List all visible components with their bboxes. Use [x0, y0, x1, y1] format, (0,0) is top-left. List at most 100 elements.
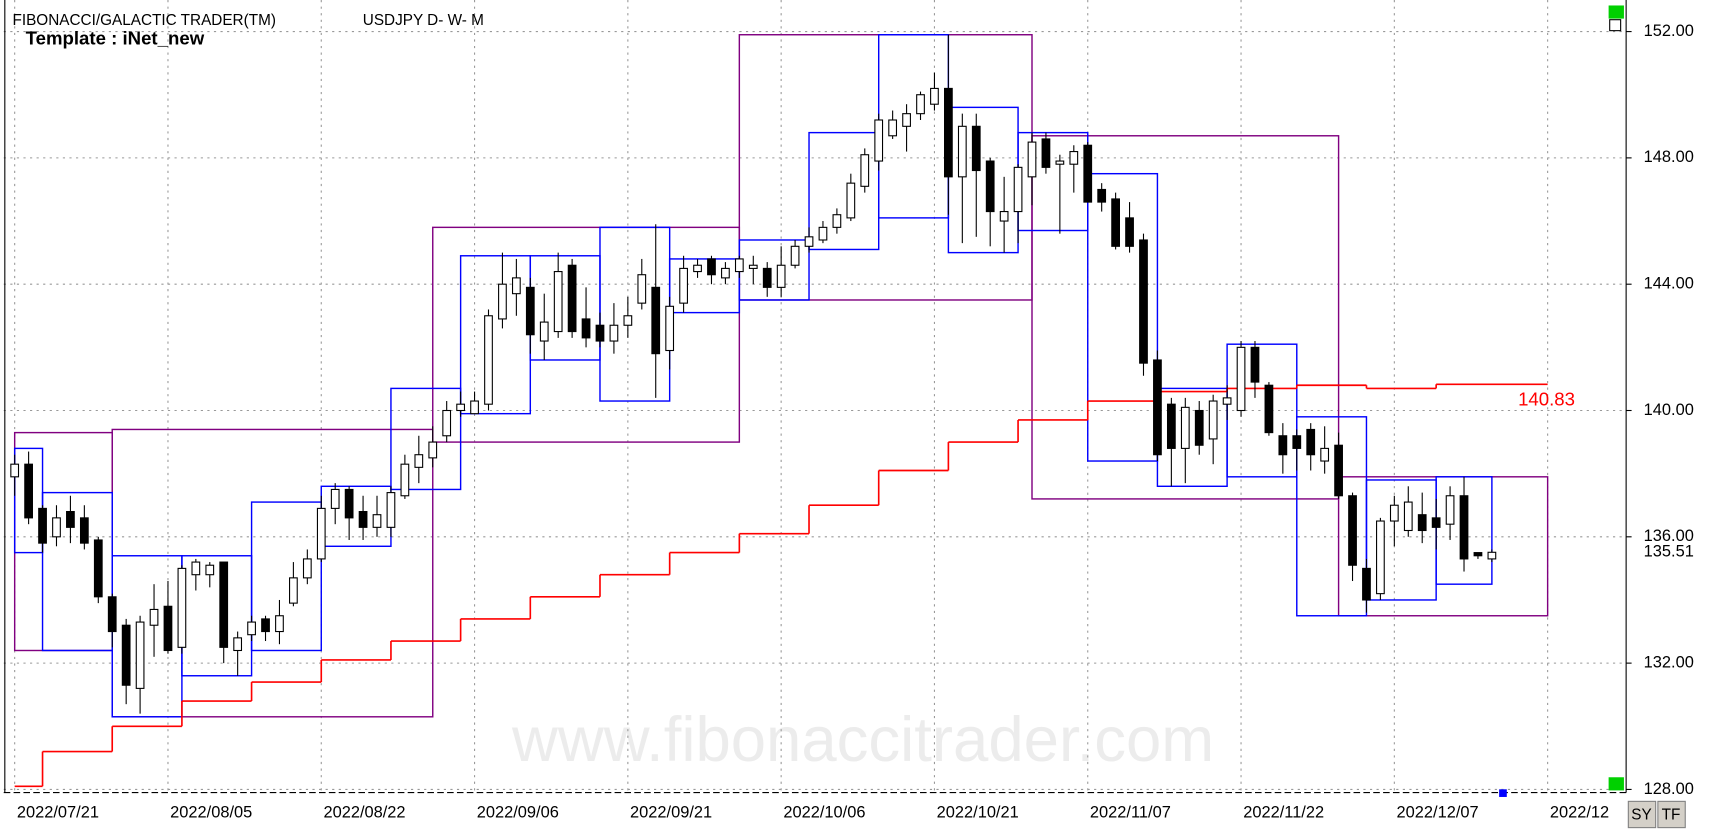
- candle-body: [1083, 144, 1093, 203]
- candle-body: [1445, 495, 1455, 525]
- candle-body: [261, 618, 270, 633]
- candle-body: [1334, 444, 1343, 497]
- watermark: www.fibonaccitrader.com: [511, 705, 1214, 775]
- candle-body: [581, 318, 591, 339]
- candle-body: [414, 454, 424, 468]
- candle-body: [902, 113, 911, 127]
- candle-body: [121, 624, 131, 686]
- candle-body: [428, 441, 438, 459]
- candle-body: [233, 637, 243, 652]
- candle-body: [874, 119, 884, 162]
- corner-marker: [1608, 5, 1624, 19]
- candle-body: [832, 214, 842, 228]
- candle-body: [818, 226, 828, 241]
- candle-body: [1362, 567, 1371, 601]
- candle-body: [944, 87, 953, 178]
- x-tick-label: 2022/12: [1550, 804, 1609, 822]
- candle-body: [1473, 552, 1483, 557]
- monthly-box: [432, 226, 741, 443]
- candle-body: [10, 463, 20, 478]
- app-title: FIBONACCI/GALACTIC TRADER(TM): [12, 12, 275, 29]
- candle-body: [971, 125, 981, 172]
- candle-body: [1180, 406, 1190, 449]
- candle-body: [79, 517, 89, 544]
- x-tick-label: 2022/08/22: [323, 804, 405, 822]
- candle-body: [107, 596, 117, 633]
- candle-body: [38, 507, 47, 544]
- candle-body: [1250, 346, 1260, 383]
- candle-body: [93, 539, 103, 598]
- x-tick-label: 2022/09/21: [630, 804, 712, 822]
- candle-body: [219, 561, 229, 648]
- candle-body: [275, 615, 284, 633]
- tf-button-label[interactable]: TF: [1662, 807, 1681, 824]
- candle-body: [1111, 198, 1120, 247]
- x-tick-label: 2022/09/06: [477, 804, 559, 822]
- candle-body: [860, 154, 870, 187]
- price-label: 135.51: [1644, 543, 1694, 561]
- candle-body: [609, 324, 619, 342]
- y-tick-label: 136.00: [1644, 527, 1694, 545]
- candle-body: [1264, 384, 1274, 434]
- candle-body: [1208, 400, 1218, 440]
- sy-button[interactable]: [1627, 800, 1657, 829]
- candle-body: [1166, 403, 1176, 449]
- candle-body: [1097, 188, 1107, 203]
- candle-body: [66, 511, 75, 528]
- candle-body: [1027, 141, 1037, 178]
- candle-body: [205, 564, 215, 576]
- y-tick-label: 144.00: [1644, 275, 1694, 293]
- candle-body: [386, 492, 396, 528]
- x-tick-label: 2022/10/21: [937, 804, 1019, 822]
- candle-body: [525, 286, 535, 336]
- weekly-box: [1087, 172, 1159, 462]
- candle-body: [149, 608, 159, 626]
- candle-body: [484, 315, 493, 405]
- candle-body: [734, 258, 744, 273]
- corner-marker: [1609, 19, 1622, 32]
- y-tick-label: 128.00: [1644, 780, 1694, 798]
- candle-body: [1236, 346, 1246, 412]
- candle-body: [24, 463, 33, 519]
- candle-body: [790, 245, 800, 266]
- candle-body: [135, 621, 145, 689]
- candle-body: [748, 264, 758, 269]
- candle-body: [637, 274, 647, 304]
- candle-body: [1431, 517, 1441, 528]
- x-tick-label: 2022/07/21: [17, 804, 99, 822]
- candle-body: [400, 463, 410, 497]
- candle-body: [358, 511, 368, 528]
- candle-body: [52, 517, 61, 538]
- template-label: Template : iNet_new: [26, 27, 205, 48]
- candle-body: [762, 267, 772, 288]
- candle-body: [289, 577, 298, 604]
- candle-body: [1459, 495, 1469, 560]
- candle-body: [1389, 504, 1399, 522]
- candle-body: [721, 267, 730, 279]
- candle-body: [595, 324, 605, 342]
- candle-body: [957, 125, 967, 178]
- candle-body: [916, 94, 925, 115]
- y-tick-label: 152.00: [1644, 22, 1694, 40]
- candle-body: [344, 488, 354, 519]
- candle-body: [707, 258, 716, 276]
- candle-body: [776, 264, 786, 288]
- candle-body: [679, 267, 688, 304]
- candle-body: [567, 264, 577, 333]
- tf-button[interactable]: [1657, 800, 1686, 829]
- candle-body: [1139, 239, 1148, 364]
- candle-body: [498, 283, 507, 320]
- candle-body: [163, 605, 173, 652]
- x-tick-label: 2022/12/07: [1397, 804, 1479, 822]
- candle-body: [456, 403, 466, 412]
- sy-button-label[interactable]: SY: [1631, 807, 1651, 824]
- candle-body: [1055, 160, 1065, 165]
- candle-body: [1069, 151, 1079, 165]
- x-tick-label: 2022/10/06: [783, 804, 865, 822]
- candle-body: [1125, 217, 1134, 247]
- candle-body: [1194, 409, 1204, 446]
- candle-body: [247, 621, 256, 636]
- plot: 140.83: [10, 34, 1575, 788]
- candle-body: [1278, 435, 1288, 456]
